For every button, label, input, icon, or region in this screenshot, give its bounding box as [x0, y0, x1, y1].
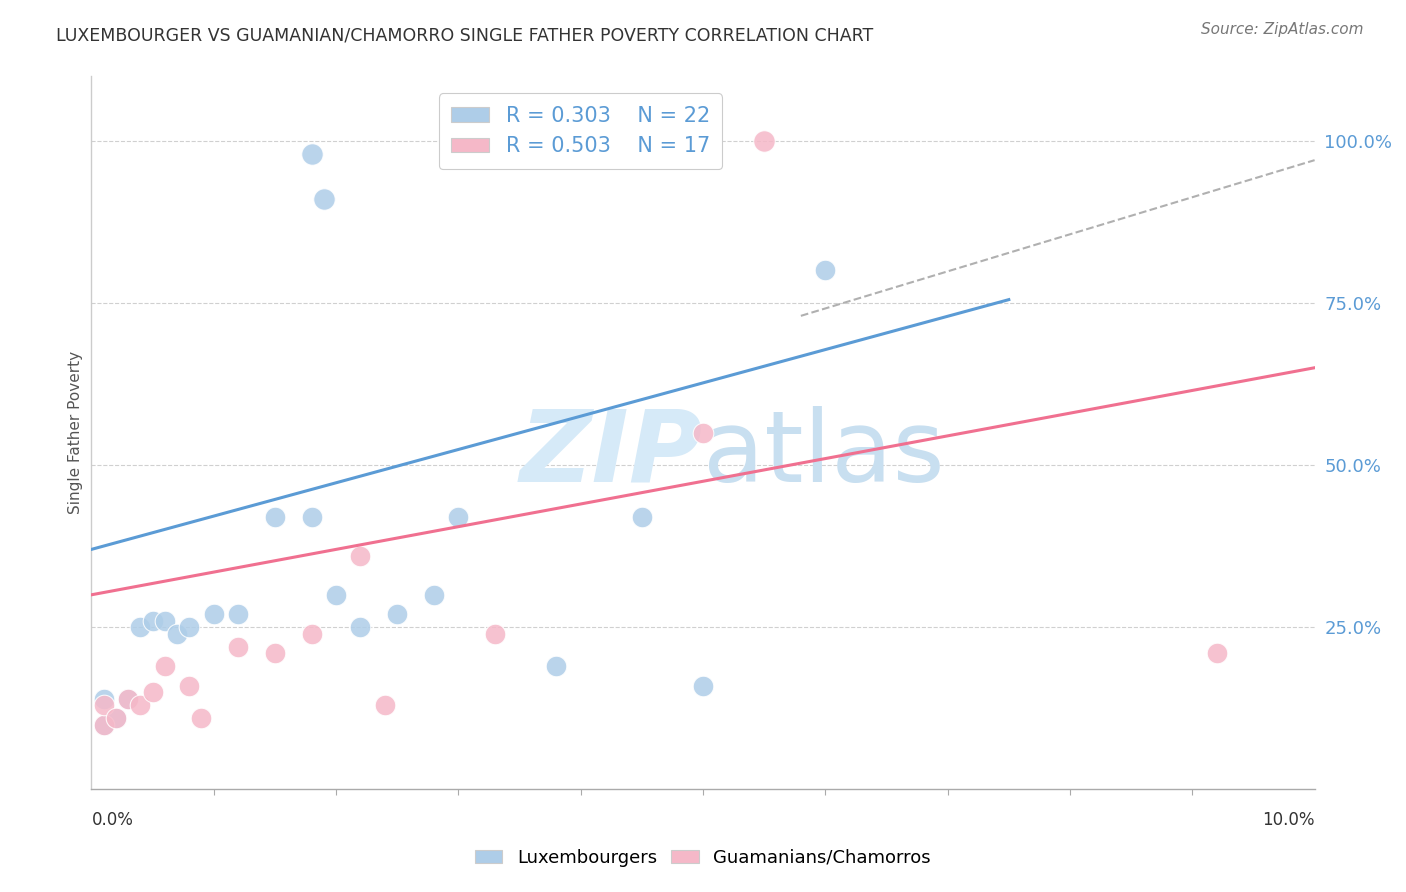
Legend: Luxembourgers, Guamanians/Chamorros: Luxembourgers, Guamanians/Chamorros	[468, 842, 938, 874]
Point	[484, 626, 506, 640]
Point	[166, 626, 188, 640]
Y-axis label: Single Father Poverty: Single Father Poverty	[67, 351, 83, 514]
Point	[312, 192, 335, 206]
Point	[153, 614, 176, 628]
Point	[374, 698, 396, 712]
Point	[179, 620, 201, 634]
Point	[226, 607, 249, 622]
Text: LUXEMBOURGER VS GUAMANIAN/CHAMORRO SINGLE FATHER POVERTY CORRELATION CHART: LUXEMBOURGER VS GUAMANIAN/CHAMORRO SINGL…	[56, 27, 873, 45]
Point	[190, 711, 212, 725]
Text: ZIP: ZIP	[520, 406, 703, 502]
Point	[325, 588, 347, 602]
Point	[93, 691, 115, 706]
Point	[349, 549, 371, 563]
Point	[93, 717, 115, 731]
Point	[546, 659, 568, 673]
Point	[349, 620, 371, 634]
Point	[104, 711, 127, 725]
Point	[117, 691, 139, 706]
Point	[129, 620, 152, 634]
Point	[104, 711, 127, 725]
Point	[301, 510, 323, 524]
Point	[179, 679, 201, 693]
Point	[264, 510, 287, 524]
Point	[117, 691, 139, 706]
Text: Source: ZipAtlas.com: Source: ZipAtlas.com	[1201, 22, 1364, 37]
Point	[264, 646, 287, 660]
Point	[754, 134, 776, 148]
Point	[385, 607, 409, 622]
Point	[631, 510, 654, 524]
Point	[1205, 646, 1227, 660]
Point	[447, 510, 470, 524]
Point	[93, 698, 115, 712]
Point	[226, 640, 249, 654]
Point	[202, 607, 225, 622]
Point	[301, 626, 323, 640]
Point	[692, 679, 714, 693]
Point	[141, 685, 163, 699]
Text: 10.0%: 10.0%	[1263, 811, 1315, 829]
Point	[141, 614, 163, 628]
Point	[423, 588, 446, 602]
Point	[301, 146, 323, 161]
Text: atlas: atlas	[703, 406, 945, 502]
Point	[692, 425, 714, 440]
Point	[153, 659, 176, 673]
Point	[129, 698, 152, 712]
Legend: R = 0.303    N = 22, R = 0.503    N = 17: R = 0.303 N = 22, R = 0.503 N = 17	[439, 94, 723, 169]
Point	[814, 263, 837, 277]
Text: 0.0%: 0.0%	[91, 811, 134, 829]
Point	[93, 717, 115, 731]
